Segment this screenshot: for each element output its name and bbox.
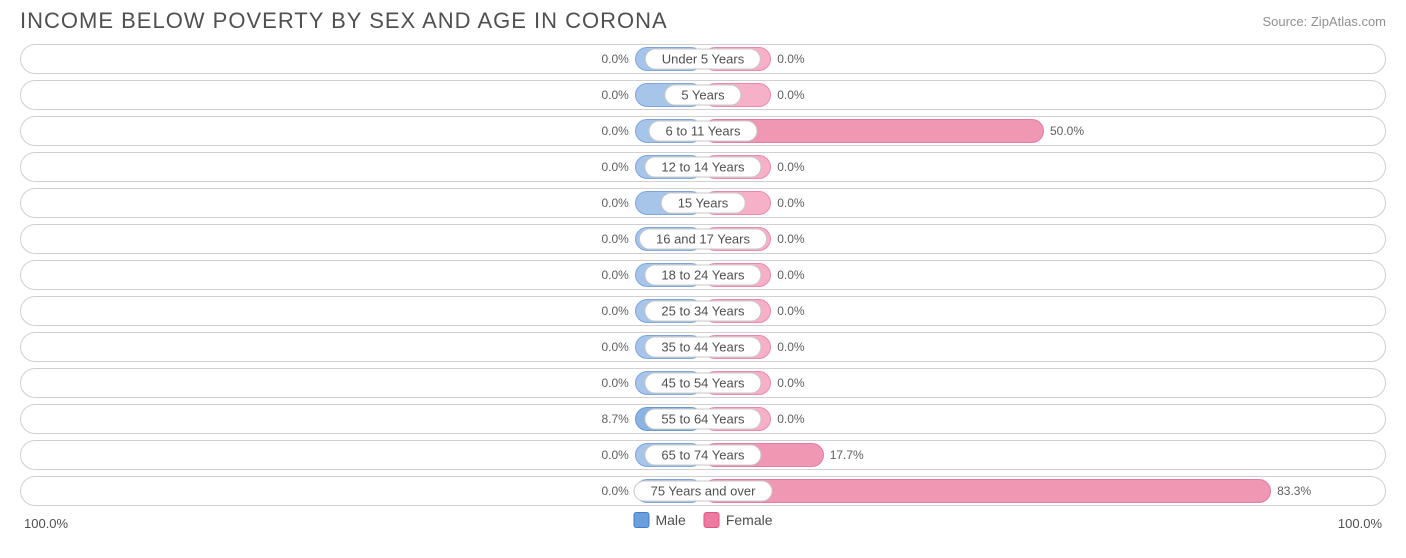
female-value: 83.3%	[1277, 484, 1311, 498]
legend-swatch-male	[633, 512, 649, 528]
female-value: 0.0%	[777, 88, 804, 102]
legend-item-male: Male	[633, 512, 685, 528]
legend-label-female: Female	[726, 512, 773, 528]
source-label: Source: ZipAtlas.com	[1262, 14, 1386, 29]
age-group-label: 15 Years	[661, 193, 746, 214]
male-value: 0.0%	[601, 196, 628, 210]
chart-row: 0.0% 0.0% 12 to 14 Years	[20, 152, 1386, 182]
age-group-label: 12 to 14 Years	[644, 157, 761, 178]
female-value: 0.0%	[777, 376, 804, 390]
male-value: 0.0%	[601, 448, 628, 462]
legend-label-male: Male	[655, 512, 685, 528]
chart-row: 0.0% 0.0% 45 to 54 Years	[20, 368, 1386, 398]
male-value: 0.0%	[601, 484, 628, 498]
axis-left-max: 100.0%	[24, 516, 68, 531]
age-group-label: 16 and 17 Years	[639, 229, 767, 250]
male-value: 0.0%	[601, 160, 628, 174]
female-value: 0.0%	[777, 52, 804, 66]
chart-row: 0.0% 0.0% Under 5 Years	[20, 44, 1386, 74]
chart-row: 0.0% 0.0% 5 Years	[20, 80, 1386, 110]
male-value: 0.0%	[601, 340, 628, 354]
female-bar	[703, 479, 1271, 503]
female-value: 50.0%	[1050, 124, 1084, 138]
male-value: 0.0%	[601, 88, 628, 102]
age-group-label: 75 Years and over	[634, 481, 773, 502]
chart-row: 0.0% 0.0% 35 to 44 Years	[20, 332, 1386, 362]
female-value: 0.0%	[777, 412, 804, 426]
chart-row: 8.7% 0.0% 55 to 64 Years	[20, 404, 1386, 434]
female-value: 0.0%	[777, 268, 804, 282]
male-value: 0.0%	[601, 232, 628, 246]
age-group-label: 18 to 24 Years	[644, 265, 761, 286]
chart-row: 0.0% 0.0% 25 to 34 Years	[20, 296, 1386, 326]
female-value: 17.7%	[830, 448, 864, 462]
female-value: 0.0%	[777, 304, 804, 318]
chart-row: 0.0% 0.0% 15 Years	[20, 188, 1386, 218]
male-value: 8.7%	[601, 412, 628, 426]
chart-row: 0.0% 50.0% 6 to 11 Years	[20, 116, 1386, 146]
male-value: 0.0%	[601, 268, 628, 282]
female-value: 0.0%	[777, 232, 804, 246]
female-value: 0.0%	[777, 340, 804, 354]
chart-row: 0.0% 17.7% 65 to 74 Years	[20, 440, 1386, 470]
axis-right-max: 100.0%	[1338, 516, 1382, 531]
chart-title: INCOME BELOW POVERTY BY SEX AND AGE IN C…	[20, 8, 668, 34]
chart-area: 0.0%0.0%Under 5 Years0.0%0.0%5 Years0.0%…	[0, 38, 1406, 506]
chart-legend: Male Female	[633, 512, 772, 528]
female-value: 0.0%	[777, 160, 804, 174]
age-group-label: 65 to 74 Years	[644, 445, 761, 466]
age-group-label: 25 to 34 Years	[644, 301, 761, 322]
age-group-label: 5 Years	[664, 85, 741, 106]
male-value: 0.0%	[601, 124, 628, 138]
male-value: 0.0%	[601, 376, 628, 390]
age-group-label: 45 to 54 Years	[644, 373, 761, 394]
age-group-label: 55 to 64 Years	[644, 409, 761, 430]
age-group-label: 6 to 11 Years	[649, 121, 758, 142]
chart-row: 0.0% 0.0% 18 to 24 Years	[20, 260, 1386, 290]
chart-row: 0.0% 83.3% 75 Years and over	[20, 476, 1386, 506]
chart-row: 0.0% 0.0% 16 and 17 Years	[20, 224, 1386, 254]
legend-item-female: Female	[704, 512, 773, 528]
male-value: 0.0%	[601, 304, 628, 318]
female-value: 0.0%	[777, 196, 804, 210]
age-group-label: 35 to 44 Years	[644, 337, 761, 358]
male-value: 0.0%	[601, 52, 628, 66]
age-group-label: Under 5 Years	[645, 49, 761, 70]
legend-swatch-female	[704, 512, 720, 528]
